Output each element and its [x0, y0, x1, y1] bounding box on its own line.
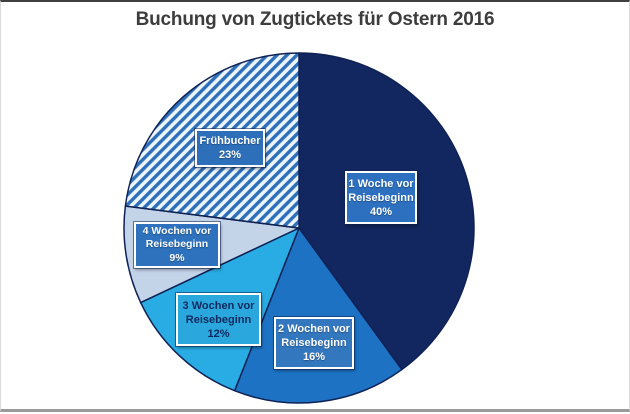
slice-label-4-wochen: 4 Wochen vor Reisebeginn 9%: [134, 222, 220, 268]
slice-label-3-wochen: 3 Wochen vor Reisebeginn 12%: [176, 293, 261, 346]
slice-label-percent: 9%: [169, 251, 185, 264]
slice-label-line: 1 Woche vor: [348, 177, 414, 190]
slice-label-line: 4 Wochen vor: [142, 224, 212, 237]
slice-label-line: Reisebeginn: [145, 238, 209, 251]
slice-label-line: Reisebeginn: [281, 337, 347, 349]
slice-label-line: Reisebeginn: [348, 191, 414, 204]
slice-label-percent: 16%: [302, 351, 326, 363]
slice-label-2-wochen: 2 Wochen vor Reisebeginn 16%: [274, 317, 354, 369]
slice-label-line: Reisebeginn: [185, 313, 252, 326]
slice-label-percent: 23%: [218, 149, 242, 161]
chart-title: Buchung von Zugtickets für Ostern 2016: [135, 9, 495, 30]
slice-label-fruehbucher: Frühbucher 23%: [195, 129, 265, 167]
slice-label-percent: 12%: [207, 327, 230, 340]
slice-label-1-woche: 1 Woche vor Reisebeginn 40%: [345, 171, 417, 224]
slice-label-percent: 40%: [369, 205, 393, 218]
slice-label-line: 2 Wochen vor: [278, 323, 350, 335]
slice-label-line: 3 Wochen vor: [182, 299, 255, 312]
slice-label-line: Frühbucher: [199, 135, 261, 147]
